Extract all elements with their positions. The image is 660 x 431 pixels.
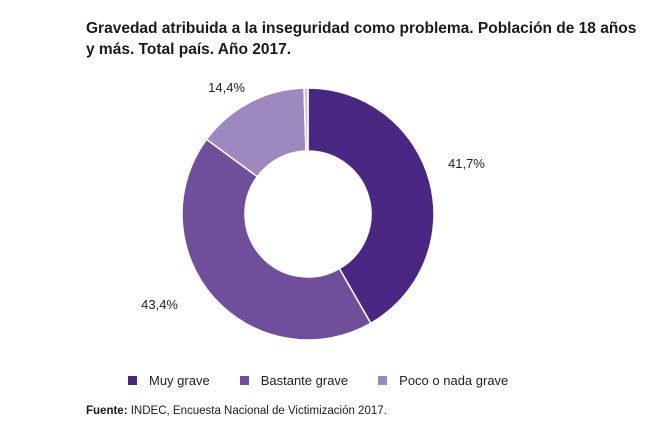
slice-labels: 41,7% 43,4% 14,4%: [141, 80, 485, 312]
legend-label-bastante-grave: Bastante grave: [260, 373, 349, 388]
legend-swatch-poco-o-nada-grave: [378, 376, 388, 385]
slice-bastante-grave: [181, 138, 372, 341]
source-note: Fuente: INDEC, Encuesta Nacional de Vict…: [86, 405, 387, 417]
legend-label-poco-o-nada-grave: Poco o nada grave: [399, 373, 509, 388]
legend: Muy grave Bastante grave Poco o nada gra…: [128, 373, 538, 388]
legend-item-poco-o-nada-grave: Poco o nada grave: [378, 373, 508, 388]
legend-item-bastante-grave: Bastante grave: [239, 373, 349, 388]
source-prefix: Fuente:: [86, 405, 128, 417]
slice-remainder: [303, 87, 309, 152]
legend-swatch-bastante-grave: [239, 376, 249, 385]
slice-muy-grave: [307, 87, 435, 325]
legend-label-muy-grave: Muy grave: [149, 373, 210, 388]
legend-swatch-muy-grave: [128, 376, 137, 385]
source-text: INDEC, Encuesta Nacional de Victimizació…: [127, 405, 387, 417]
slice-label-bastante-grave: 43,4%: [141, 297, 178, 312]
slice-label-poco-o-nada-grave: 14,4%: [208, 80, 245, 95]
chart-title: Gravedad atribuida a la inseguridad como…: [86, 20, 637, 58]
legend-item-muy-grave: Muy grave: [128, 373, 210, 388]
donut-slices: [181, 87, 435, 341]
slice-label-muy-grave: 41,7%: [448, 156, 485, 171]
